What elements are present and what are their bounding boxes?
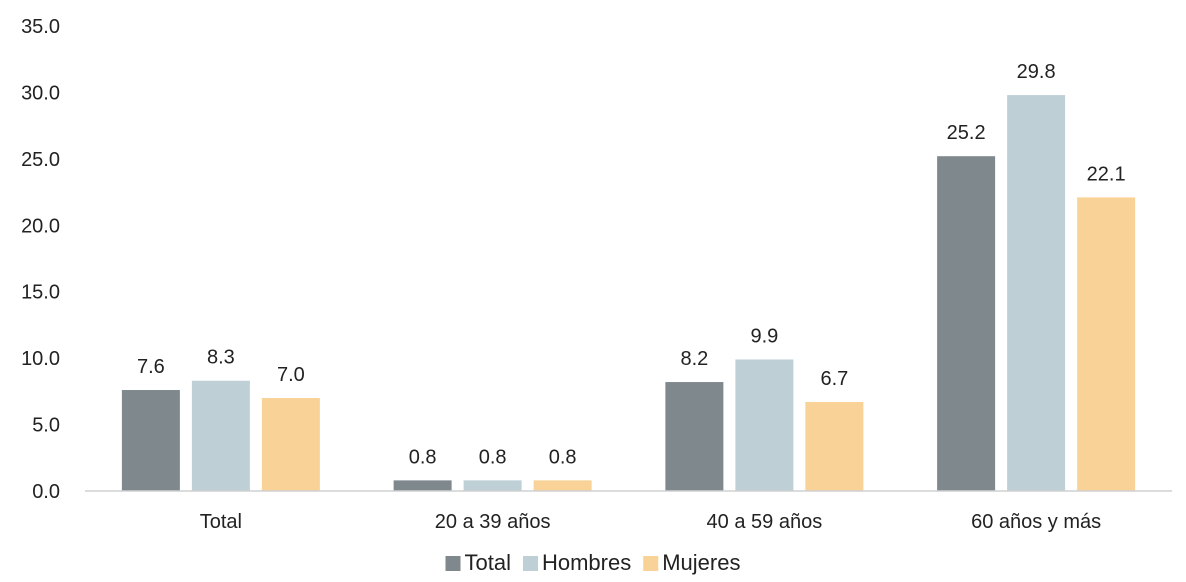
- data-label: 7.6: [137, 356, 165, 378]
- bar: [121, 390, 180, 491]
- bars: [121, 95, 1136, 491]
- bar: [533, 480, 592, 491]
- y-tick-label: 35.0: [21, 16, 60, 38]
- data-label: 25.2: [947, 122, 986, 144]
- data-label: 9.9: [750, 325, 778, 347]
- y-axis: 0.0 5.0 10.0 15.0 20.0 25.0 30.0 35.0: [21, 16, 60, 503]
- y-tick-label: 0.0: [32, 481, 60, 503]
- x-tick-label: 20 a 39 años: [435, 511, 551, 533]
- bar: [1077, 197, 1136, 491]
- legend-label: Hombres: [542, 550, 631, 575]
- legend-swatch: [643, 556, 659, 571]
- data-labels: 7.6 8.3 7.0 0.8 0.8 0.8 8.2 9.9 6.7 25.2 29.8 22.1: [137, 61, 1126, 468]
- legend-swatch: [445, 556, 461, 571]
- legend: Total Hombres Mujeres: [445, 550, 740, 575]
- y-tick-label: 15.0: [21, 282, 60, 304]
- y-tick-label: 10.0: [21, 348, 60, 370]
- data-label: 29.8: [1017, 61, 1056, 83]
- bar: [735, 359, 794, 491]
- bar: [191, 380, 250, 491]
- x-tick-label: 60 años y más: [971, 511, 1101, 533]
- legend-item: Total: [445, 550, 511, 575]
- legend-label: Total: [465, 550, 511, 575]
- data-label: 0.8: [409, 446, 437, 468]
- bar: [261, 398, 320, 491]
- data-label: 6.7: [820, 368, 848, 390]
- bar: [463, 480, 522, 491]
- bar: [1007, 95, 1066, 491]
- y-tick-label: 5.0: [32, 415, 60, 437]
- data-label: 0.8: [549, 446, 577, 468]
- data-label: 22.1: [1087, 163, 1126, 185]
- legend-item: Hombres: [522, 550, 631, 575]
- bar: [805, 401, 864, 491]
- x-axis: Total 20 a 39 años 40 a 59 años 60 años y m…: [200, 511, 1101, 533]
- bar: [393, 480, 452, 491]
- x-tick-label: 40 a 59 años: [707, 511, 823, 533]
- legend-item: Mujeres: [643, 550, 740, 575]
- legend-label: Mujeres: [662, 550, 740, 575]
- data-label: 8.2: [680, 348, 708, 370]
- bar: [937, 156, 996, 491]
- data-label: 8.3: [207, 347, 235, 369]
- legend-swatch: [522, 556, 538, 571]
- bar: [665, 382, 724, 491]
- data-label: 7.0: [277, 364, 305, 386]
- y-tick-label: 30.0: [21, 82, 60, 104]
- y-tick-label: 20.0: [21, 215, 60, 237]
- data-label: 0.8: [479, 446, 507, 468]
- x-tick-label: Total: [200, 511, 242, 533]
- y-tick-label: 25.0: [21, 149, 60, 171]
